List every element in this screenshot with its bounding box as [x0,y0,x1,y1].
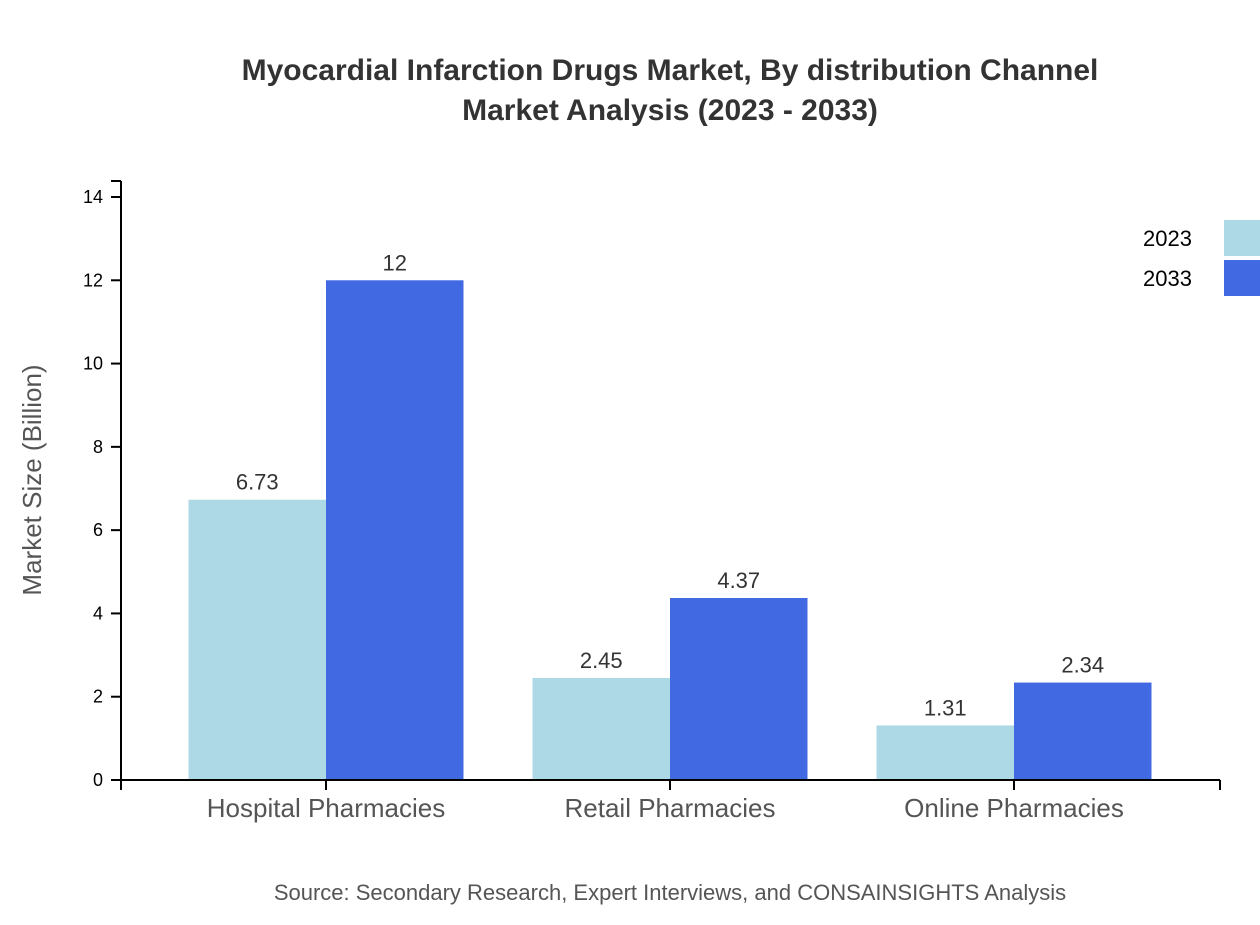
legend-swatch-2023 [1224,220,1260,256]
y-tick-label: 6 [93,520,103,540]
x-tick-label: Retail Pharmacies [565,793,776,823]
y-tick-label: 2 [93,687,103,707]
y-tick-label: 8 [93,437,103,457]
bar-2023-0 [188,499,326,780]
y-tick-label: 4 [93,603,103,623]
bar-2033-1 [670,598,808,780]
data-label: 12 [383,250,407,275]
bar-2023-2 [876,725,1014,780]
legend-label-2033: 2033 [1143,266,1192,291]
data-label: 6.73 [236,470,279,495]
y-axis-label: Market Size (Billion) [17,364,47,595]
chart-title-line2: Market Analysis (2023 - 2033) [462,94,878,127]
bar-2033-2 [1014,682,1152,780]
legend-label-2023: 2023 [1143,226,1192,251]
y-tick-label: 14 [83,187,103,207]
x-tick-label: Hospital Pharmacies [207,793,445,823]
bar-2023-1 [532,677,670,780]
y-tick-label: 12 [83,270,103,290]
data-label: 4.37 [717,568,760,593]
y-tick-label: 10 [83,354,103,374]
chart-title-line1: Myocardial Infarction Drugs Market, By d… [242,54,1099,87]
data-label: 2.45 [580,648,623,673]
source-note: Source: Secondary Research, Expert Inter… [274,880,1066,905]
data-label: 2.34 [1061,653,1104,678]
legend-swatch-2033 [1224,260,1260,296]
bar-2033-0 [326,280,464,780]
data-label: 1.31 [924,695,967,720]
y-tick-label: 0 [93,770,103,790]
x-tick-label: Online Pharmacies [904,793,1124,823]
